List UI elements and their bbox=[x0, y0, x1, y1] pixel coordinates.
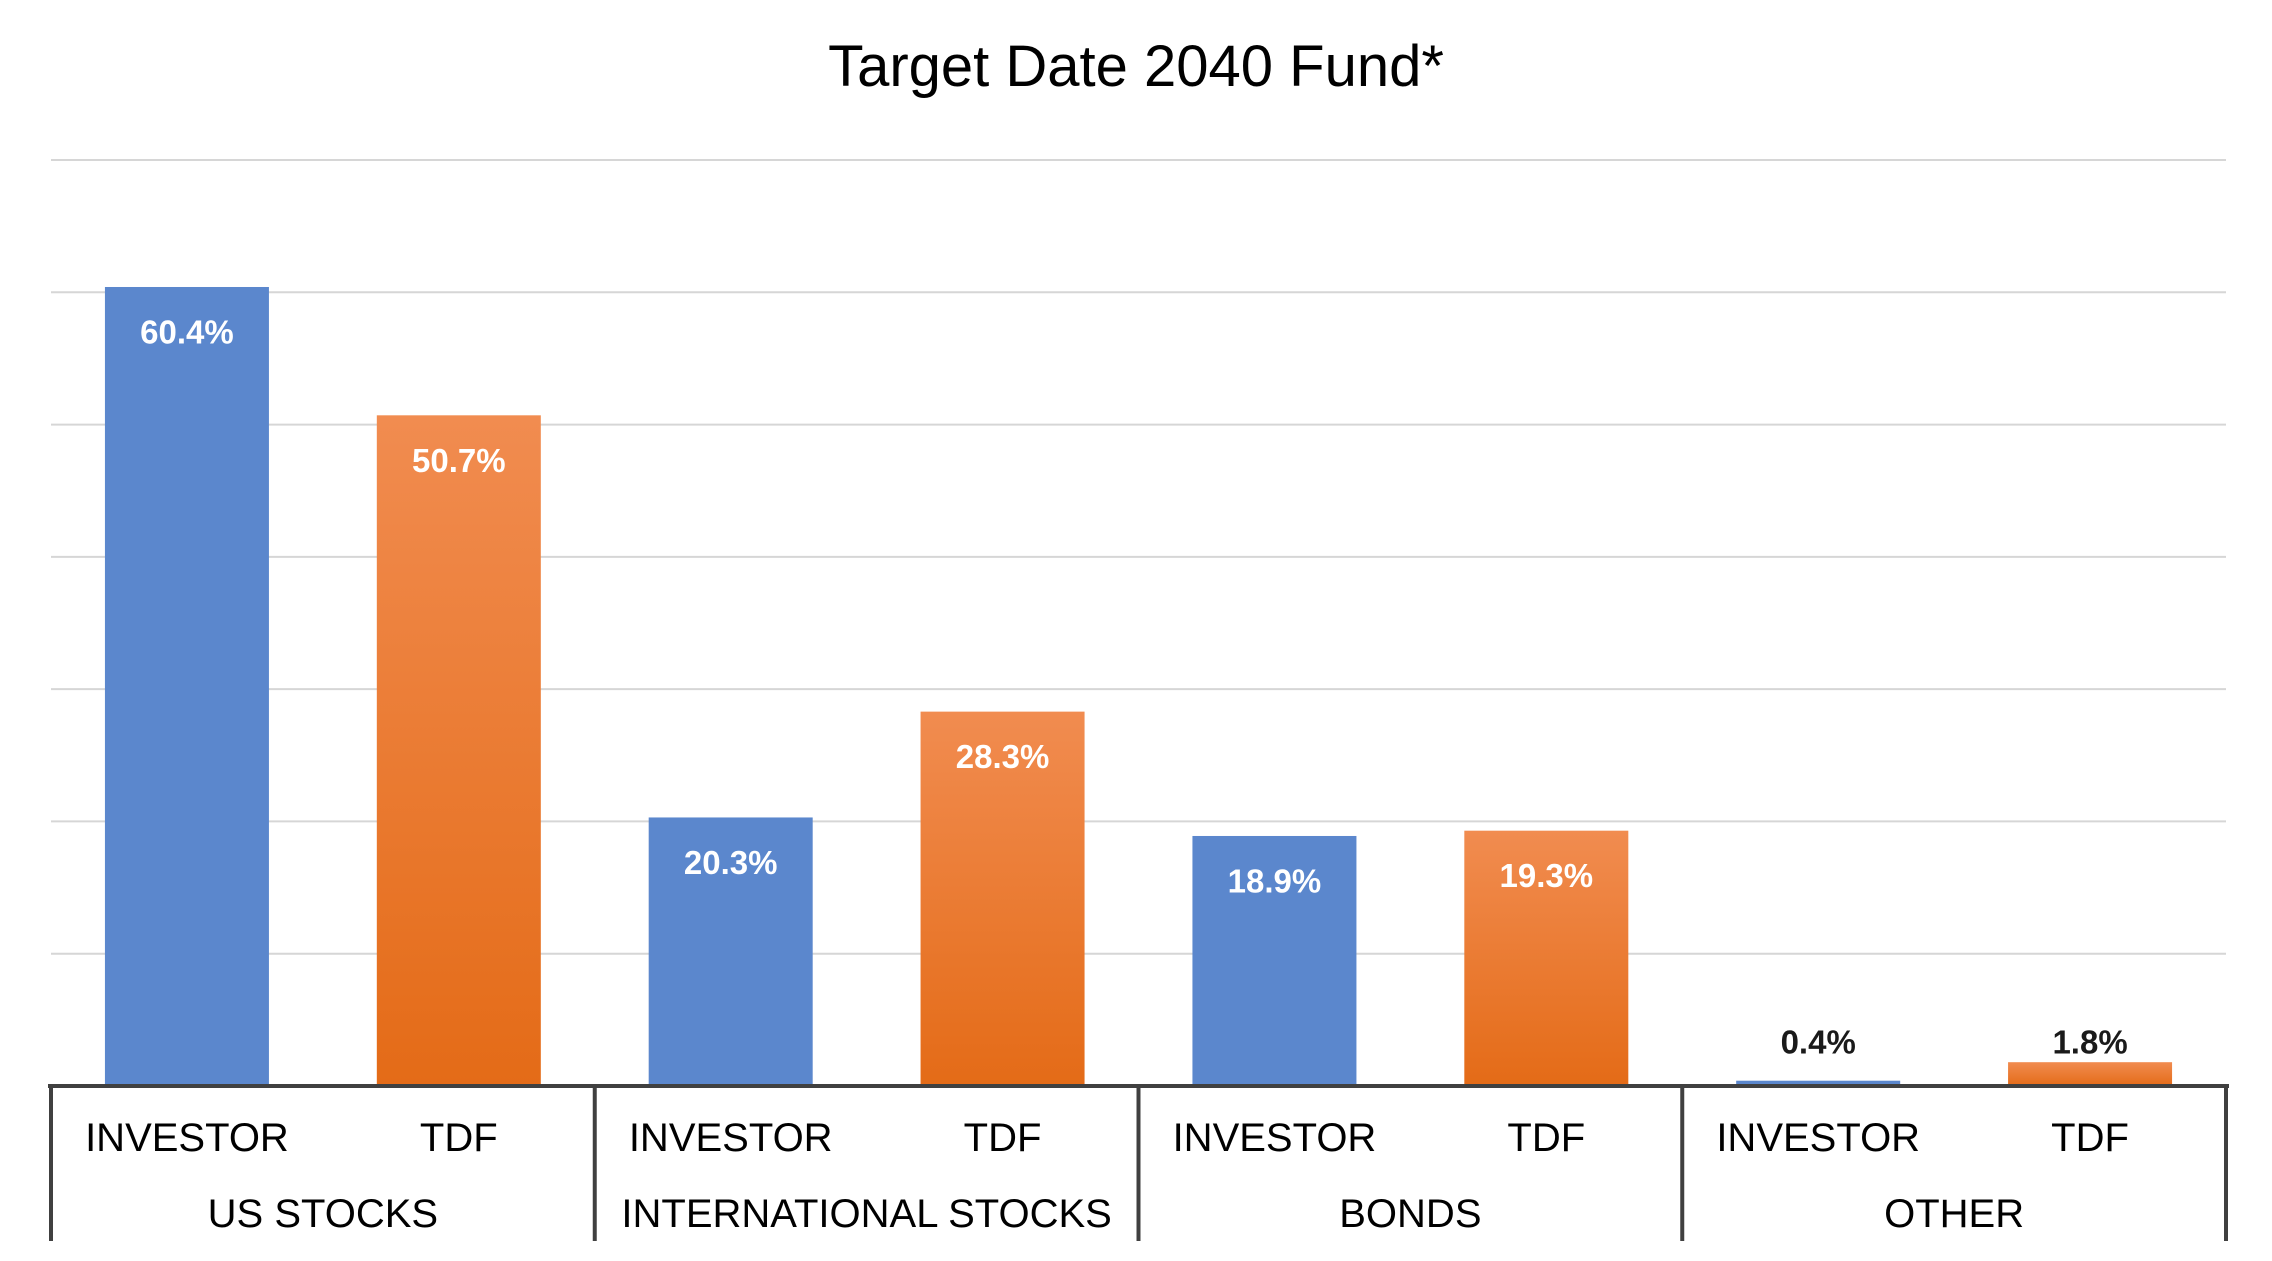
x-group-label: BONDS bbox=[1339, 1192, 1481, 1236]
x-tick-label: TDF bbox=[420, 1116, 498, 1160]
data-label: 18.9% bbox=[1228, 862, 1322, 899]
x-tick-label: TDF bbox=[2051, 1116, 2129, 1160]
data-label: 60.4% bbox=[140, 313, 234, 350]
x-group-label: INTERNATIONAL STOCKS bbox=[621, 1192, 1111, 1236]
bar-tdf-0 bbox=[376, 415, 541, 1087]
bar-tdf-2 bbox=[1464, 830, 1629, 1086]
data-label: 28.3% bbox=[956, 738, 1050, 775]
data-label: 50.7% bbox=[412, 442, 506, 479]
data-label: 0.4% bbox=[1781, 1024, 1856, 1061]
bar-investor-2 bbox=[1192, 835, 1357, 1086]
chart-title: Target Date 2040 Fund* bbox=[828, 34, 1444, 99]
x-tick-label: INVESTOR bbox=[85, 1116, 289, 1160]
bar-tdf-3 bbox=[2008, 1062, 2173, 1086]
x-tick-label: TDF bbox=[1507, 1116, 1585, 1160]
x-group-label: US STOCKS bbox=[208, 1192, 438, 1236]
bar-tdf-1 bbox=[920, 711, 1085, 1086]
x-tick-label: INVESTOR bbox=[1173, 1116, 1377, 1160]
data-label: 19.3% bbox=[1500, 857, 1594, 894]
x-tick-label: INVESTOR bbox=[1716, 1116, 1920, 1160]
x-tick-label: INVESTOR bbox=[629, 1116, 833, 1160]
bar-investor-3 bbox=[1736, 1080, 1901, 1086]
bar-investor-0 bbox=[104, 286, 269, 1087]
data-label: 20.3% bbox=[684, 844, 778, 881]
x-tick-label: TDF bbox=[964, 1116, 1042, 1160]
x-group-label: OTHER bbox=[1884, 1192, 2024, 1236]
bar-investor-1 bbox=[648, 817, 813, 1086]
data-label: 1.8% bbox=[2052, 1024, 2127, 1061]
